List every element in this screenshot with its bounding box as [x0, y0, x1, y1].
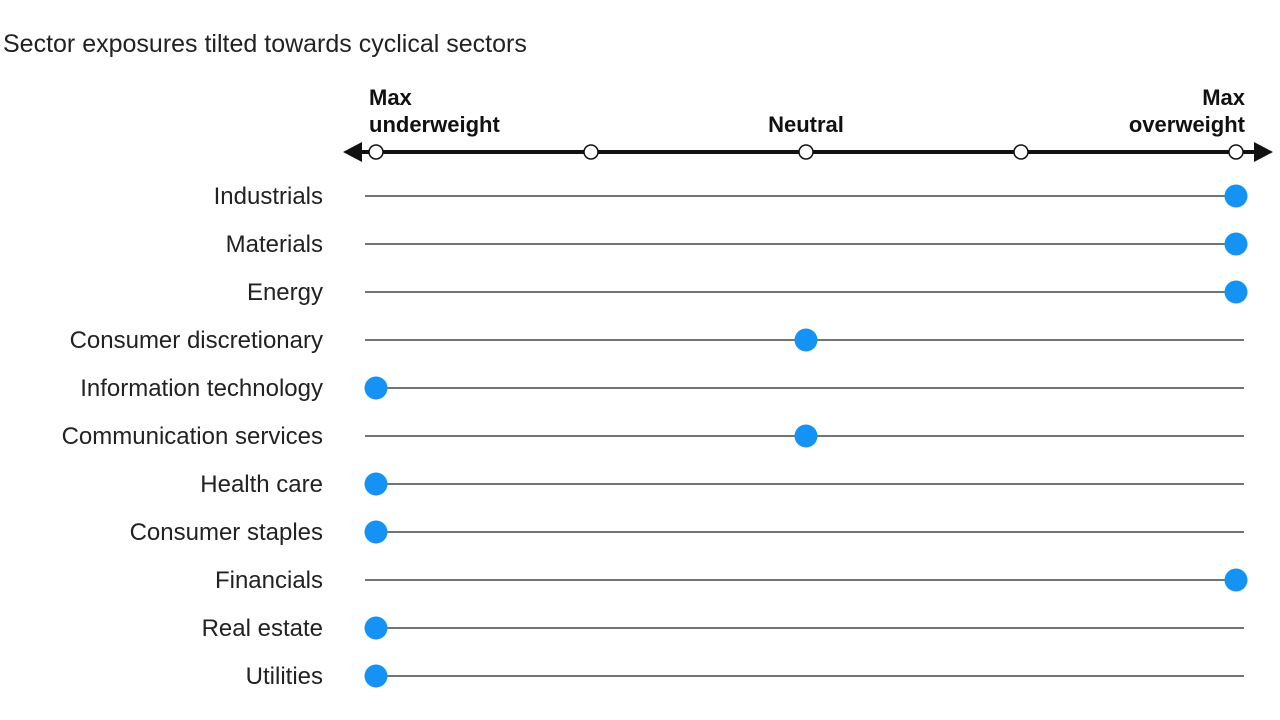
- sector-label: Energy: [247, 279, 323, 306]
- sector-label: Communication services: [62, 423, 323, 450]
- sector-label: Consumer staples: [130, 519, 323, 546]
- sector-marker: [364, 520, 388, 544]
- sector-row: Utilities: [246, 663, 1244, 690]
- sector-marker: [364, 616, 388, 640]
- sector-label: Materials: [226, 231, 323, 258]
- sector-label: Utilities: [246, 663, 323, 690]
- sector-row: Financials: [215, 567, 1248, 594]
- left-arrow-icon: [343, 142, 362, 162]
- sector-label: Industrials: [214, 183, 323, 210]
- sector-marker: [1224, 184, 1248, 208]
- sector-marker: [364, 664, 388, 688]
- sector-row: Energy: [247, 279, 1248, 306]
- scale-label-1-line-0: Neutral: [768, 112, 844, 137]
- sector-marker: [1224, 568, 1248, 592]
- scale-label-0-line-0: Max: [369, 85, 413, 110]
- sector-row: Communication services: [62, 423, 1244, 450]
- scale-tick-3: [1013, 144, 1029, 160]
- sector-rows: Industrials Materials Energy Consumer discr…: [62, 183, 1248, 690]
- sector-row: Consumer discretionary: [70, 327, 1244, 354]
- right-arrow-icon: [1254, 142, 1273, 162]
- sector-row: Information technology: [80, 375, 1244, 402]
- sector-label: Consumer discretionary: [70, 327, 323, 354]
- sector-row: Materials: [226, 231, 1248, 258]
- sector-marker: [1224, 232, 1248, 256]
- sector-label: Real estate: [202, 615, 323, 642]
- chart-title: Sector exposures tilted towards cyclical…: [3, 30, 527, 58]
- scale-tick-0: [368, 144, 384, 160]
- sector-row: Health care: [200, 471, 1244, 498]
- sector-label: Financials: [215, 567, 323, 594]
- scale-tick-4: [1228, 144, 1244, 160]
- sector-label: Information technology: [80, 375, 323, 402]
- scale-tick-1: [583, 144, 599, 160]
- scale-label-2-line-1: overweight: [1129, 112, 1246, 137]
- sector-row: Real estate: [202, 615, 1244, 642]
- sector-marker: [364, 376, 388, 400]
- sector-row: Consumer staples: [130, 519, 1244, 546]
- scale-label-0-line-1: underweight: [369, 112, 500, 137]
- scale-label-2-line-0: Max: [1202, 85, 1246, 110]
- sector-label: Health care: [200, 471, 323, 498]
- sector-marker: [794, 328, 818, 352]
- scale-tick-2: [798, 144, 814, 160]
- sector-row: Industrials: [214, 183, 1248, 210]
- sector-marker: [364, 472, 388, 496]
- sector-marker: [1224, 280, 1248, 304]
- sector-marker: [794, 424, 818, 448]
